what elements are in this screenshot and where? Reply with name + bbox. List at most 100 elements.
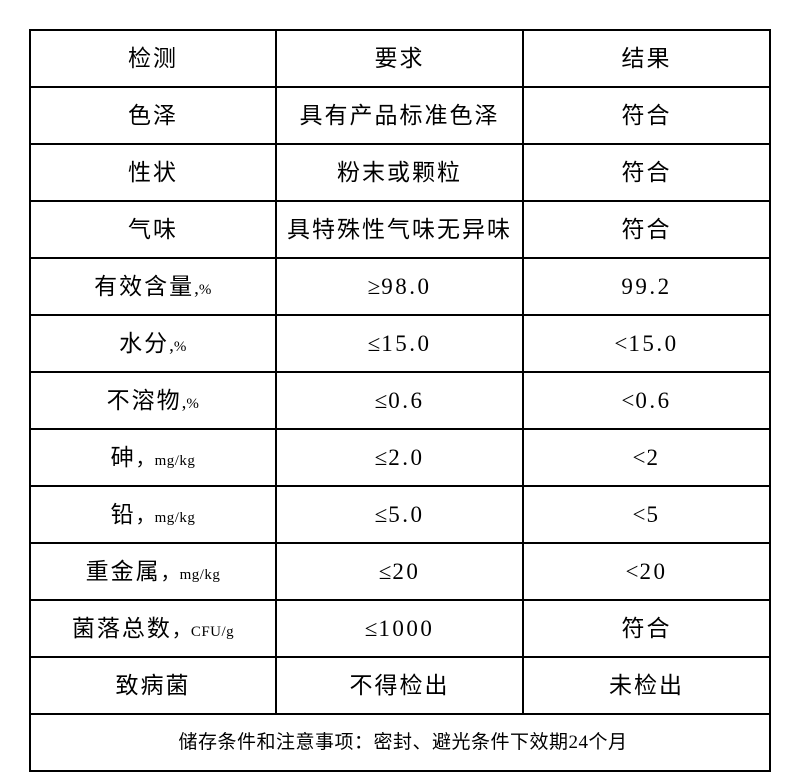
table-row: 有效含量,% ≥98.0 99.2 [29, 257, 771, 316]
result-value: 符合 [621, 103, 672, 128]
table-row: 性状 粉末或颗粒 符合 [29, 143, 771, 202]
column-header-result-label: 结果 [621, 46, 672, 71]
table-row: 色泽 具有产品标准色泽 符合 [29, 86, 771, 145]
item-unit: CFU/g [190, 624, 235, 640]
cell-result: <20 [522, 542, 771, 601]
item-unit: mg/kg [154, 510, 196, 526]
item-label: 水分 [119, 331, 170, 356]
cell-result: <15.0 [522, 314, 771, 373]
item-unit: mg/kg [154, 453, 196, 469]
cell-item: 不溶物,% [29, 371, 277, 430]
result-comparator: < [625, 559, 639, 584]
cell-requirement: ≤15.0 [275, 314, 524, 373]
requirement-value: 不得检出 [349, 673, 450, 698]
result-value: 符合 [621, 616, 672, 641]
item-label: 铅 [110, 502, 136, 527]
cell-requirement: ≤20 [275, 542, 524, 601]
column-header-result: 结果 [522, 29, 771, 88]
item-label: 重金属 [85, 559, 161, 584]
requirement-value: 98.0 [381, 274, 432, 299]
requirement-value: 15.0 [381, 331, 432, 356]
requirement-value: 1000 [378, 616, 435, 641]
cell-result: 符合 [522, 143, 771, 202]
item-label: 性状 [128, 160, 178, 185]
storage-note-text: 储存条件和注意事项：密封、避光条件下效期24个月 [178, 732, 628, 753]
column-header-requirement-label: 要求 [374, 46, 425, 71]
item-label: 有效含量 [94, 274, 195, 299]
unit-separator: , [169, 335, 174, 356]
table-row: 水分,% ≤15.0 <15.0 [29, 314, 771, 373]
cell-item: 重金属， mg/kg [29, 542, 277, 601]
column-header-item-label: 检测 [128, 46, 178, 71]
result-value: 5 [646, 502, 661, 527]
cell-item: 气味 [29, 200, 277, 259]
storage-note-cell: 储存条件和注意事项：密封、避光条件下效期24个月 [29, 713, 771, 772]
item-unit: % [173, 339, 187, 355]
requirement-value: 具有产品标准色泽 [299, 103, 500, 128]
cell-item: 性状 [29, 143, 277, 202]
table-row: 气味 具特殊性气味无异味 符合 [29, 200, 771, 259]
unit-separator: , [194, 278, 199, 299]
table-header-row: 检测 要求 结果 [29, 29, 771, 88]
result-value: 符合 [621, 160, 672, 185]
cell-requirement: 具有产品标准色泽 [275, 86, 524, 145]
result-comparator: < [614, 331, 628, 356]
cell-requirement: ≤5.0 [275, 485, 524, 544]
item-label: 砷 [110, 445, 136, 470]
column-header-item: 检测 [29, 29, 277, 88]
unit-separator: ， [135, 506, 155, 527]
cell-result: <0.6 [522, 371, 771, 430]
requirement-comparator: ≤ [367, 331, 381, 356]
requirement-value: 粉末或颗粒 [337, 160, 462, 185]
cell-result: 未检出 [522, 656, 771, 715]
result-value: 符合 [621, 217, 672, 242]
cell-requirement: ≤1000 [275, 599, 524, 658]
result-value: 0.6 [635, 388, 672, 413]
cell-requirement: 具特殊性气味无异味 [275, 200, 524, 259]
requirement-comparator: ≥ [367, 274, 381, 299]
cell-result: 符合 [522, 86, 771, 145]
cell-item: 砷， mg/kg [29, 428, 277, 487]
item-label: 色泽 [128, 103, 178, 128]
cell-requirement: ≤0.6 [275, 371, 524, 430]
table-footer-row: 储存条件和注意事项：密封、避光条件下效期24个月 [29, 713, 771, 772]
unit-separator: , [181, 392, 187, 413]
table-row: 不溶物,% ≤0.6 <0.6 [29, 371, 771, 430]
requirement-value: 5.0 [388, 502, 425, 527]
cell-requirement: 粉末或颗粒 [275, 143, 524, 202]
cell-item: 铅， mg/kg [29, 485, 277, 544]
result-value: 2 [646, 445, 661, 470]
table-row: 砷， mg/kg ≤2.0 <2 [29, 428, 771, 487]
table-body: 色泽 具有产品标准色泽 符合 性状 粉末或颗粒 符合 气味 具特殊性气味无异味 符合 有效含量,%… [29, 86, 771, 715]
result-value: 15.0 [628, 331, 679, 356]
cell-result: 99.2 [522, 257, 771, 316]
table-row: 菌落总数， CFU/g ≤1000 符合 [29, 599, 771, 658]
result-comparator: < [632, 445, 646, 470]
column-header-requirement: 要求 [275, 29, 524, 88]
cell-item: 有效含量,% [29, 257, 277, 316]
result-value: 未检出 [609, 673, 684, 698]
result-comparator: < [621, 388, 635, 413]
cell-result: 符合 [522, 599, 771, 658]
unit-separator: ， [171, 620, 191, 641]
cell-requirement: ≥98.0 [275, 257, 524, 316]
item-label: 致病菌 [115, 673, 191, 698]
requirement-comparator: ≤ [378, 559, 392, 584]
result-value: 20 [639, 559, 668, 584]
requirement-comparator: ≤ [374, 388, 388, 413]
cell-requirement: ≤2.0 [275, 428, 524, 487]
table-row: 重金属， mg/kg ≤20 <20 [29, 542, 771, 601]
requirement-comparator: ≤ [374, 502, 388, 527]
item-label: 菌落总数 [71, 616, 172, 641]
result-comparator: < [632, 502, 646, 527]
item-label: 气味 [128, 217, 178, 242]
table-row: 铅， mg/kg ≤5.0 <5 [29, 485, 771, 544]
document-page: 检测 要求 结果 色泽 具有产品标准色泽 符合 性状 粉末或颗粒 符合 气味 具特殊性气味无异… [29, 29, 771, 772]
requirement-value: 具特殊性气味无异味 [287, 217, 512, 242]
specification-table: 检测 要求 结果 色泽 具有产品标准色泽 符合 性状 粉末或颗粒 符合 气味 具特殊性气味无异… [29, 29, 771, 772]
requirement-comparator: ≤ [374, 445, 388, 470]
cell-item: 色泽 [29, 86, 277, 145]
item-unit: % [198, 282, 212, 298]
unit-separator: ， [160, 563, 180, 584]
unit-separator: ， [135, 449, 155, 470]
